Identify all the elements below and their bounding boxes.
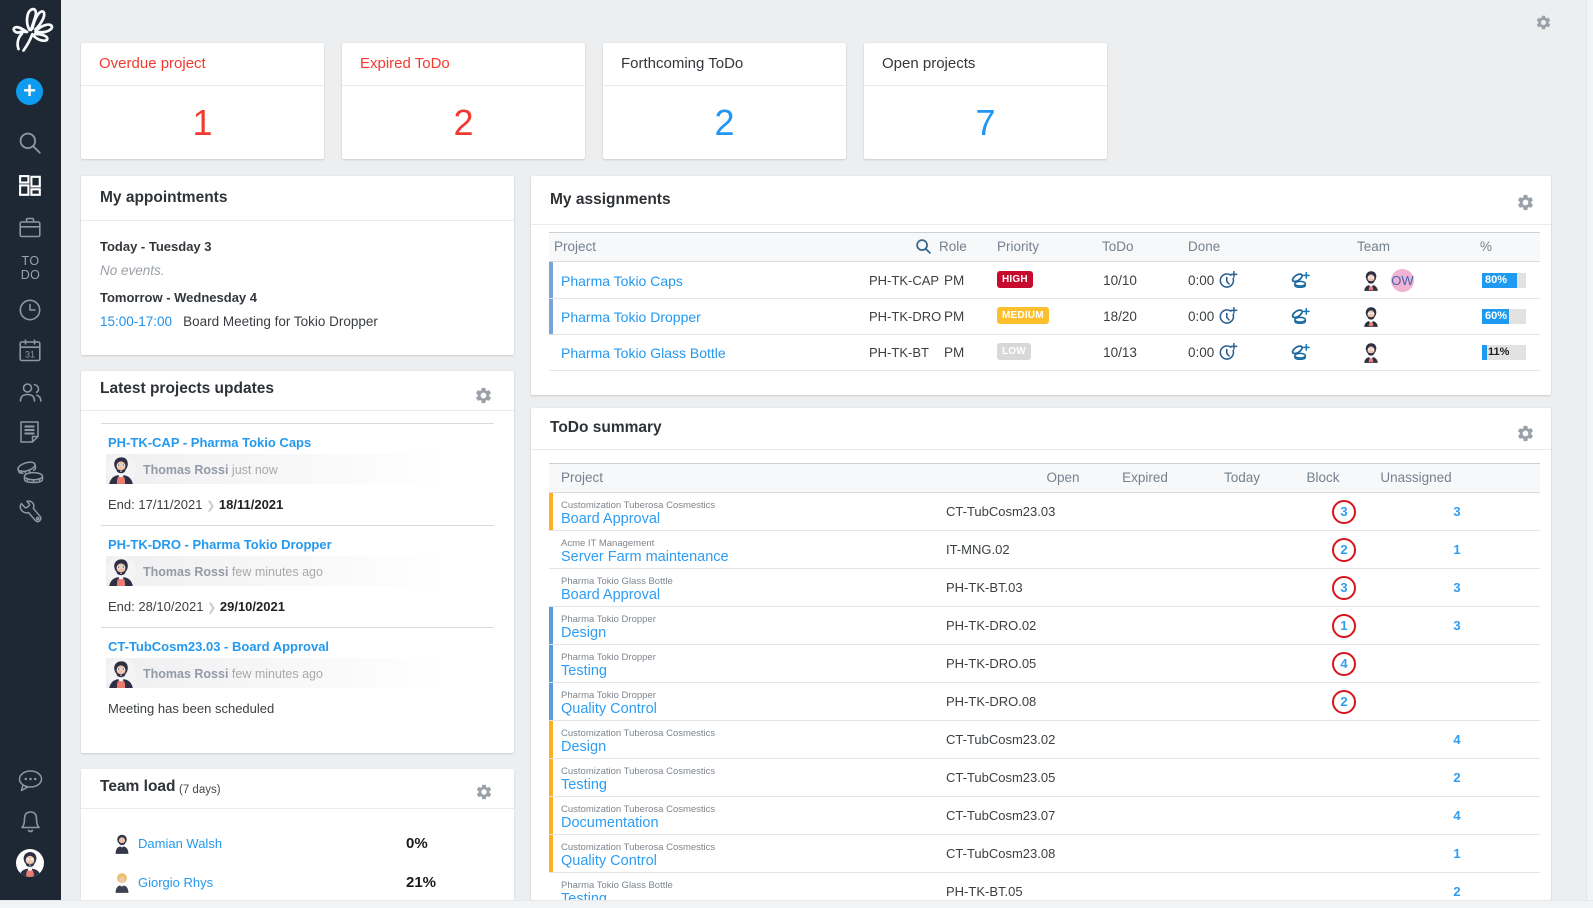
svg-text:31: 31 <box>25 350 35 360</box>
